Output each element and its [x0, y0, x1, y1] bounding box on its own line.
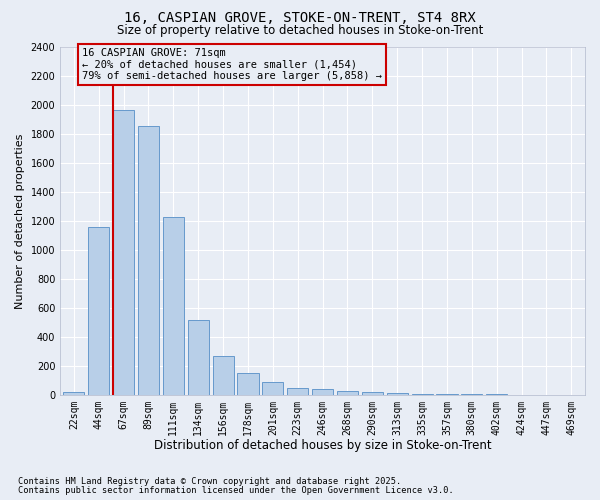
Bar	[312, 390, 333, 395]
Bar	[163, 216, 184, 395]
Text: Contains public sector information licensed under the Open Government Licence v3: Contains public sector information licen…	[18, 486, 454, 495]
Text: 16 CASPIAN GROVE: 71sqm
← 20% of detached houses are smaller (1,454)
79% of semi: 16 CASPIAN GROVE: 71sqm ← 20% of detache…	[82, 48, 382, 81]
X-axis label: Distribution of detached houses by size in Stoke-on-Trent: Distribution of detached houses by size …	[154, 440, 491, 452]
Bar	[386, 392, 408, 395]
Text: 16, CASPIAN GROVE, STOKE-ON-TRENT, ST4 8RX: 16, CASPIAN GROVE, STOKE-ON-TRENT, ST4 8…	[124, 11, 476, 25]
Text: Contains HM Land Registry data © Crown copyright and database right 2025.: Contains HM Land Registry data © Crown c…	[18, 477, 401, 486]
Y-axis label: Number of detached properties: Number of detached properties	[15, 133, 25, 308]
Bar	[238, 372, 259, 395]
Bar	[486, 394, 507, 395]
Bar	[412, 394, 433, 395]
Bar	[138, 126, 159, 395]
Text: Size of property relative to detached houses in Stoke-on-Trent: Size of property relative to detached ho…	[117, 24, 483, 37]
Bar	[362, 392, 383, 395]
Bar	[63, 392, 85, 395]
Bar	[287, 388, 308, 395]
Bar	[461, 394, 482, 395]
Bar	[188, 320, 209, 395]
Bar	[436, 394, 458, 395]
Bar	[212, 356, 233, 395]
Bar	[113, 110, 134, 395]
Bar	[337, 391, 358, 395]
Bar	[262, 382, 283, 395]
Bar	[88, 228, 109, 395]
